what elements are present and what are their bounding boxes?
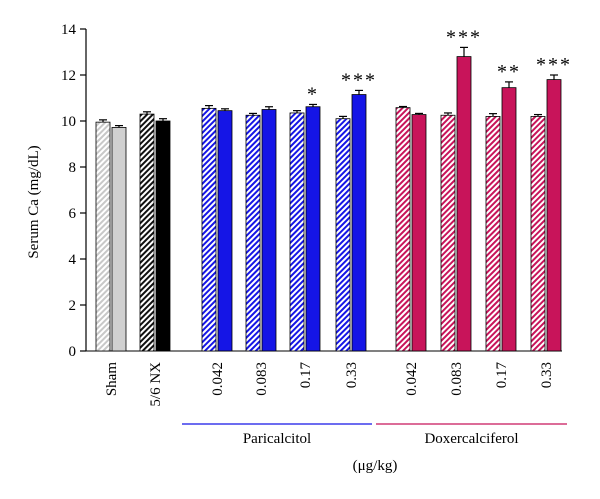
- x-category-label: 0.042: [404, 362, 420, 396]
- bar: [411, 114, 427, 352]
- x-category-label: 0.083: [254, 362, 270, 396]
- y-tick-label: 8: [69, 160, 77, 176]
- bar: [95, 121, 111, 352]
- bar: [530, 116, 546, 352]
- annotations: Sham 5/6 NX 0.042 0.083*0.17***0.33 0.042***…: [104, 26, 572, 447]
- bar: [395, 107, 411, 352]
- y-axis-label: Serum Ca (mg/dL): [26, 145, 42, 258]
- bar: [217, 110, 233, 352]
- bar: [289, 112, 305, 352]
- bar: [245, 114, 261, 352]
- y-tick-label: 4: [69, 252, 77, 268]
- bar: [440, 114, 456, 352]
- y-tick-label: 10: [61, 114, 76, 130]
- x-category-label: 0.33: [344, 362, 360, 388]
- x-category-label: 0.042: [210, 362, 226, 396]
- x-category-label: 0.17: [494, 362, 510, 389]
- bar: [335, 118, 351, 352]
- bar: [351, 94, 367, 352]
- y-tick-label: 14: [61, 22, 77, 38]
- bar: [111, 127, 127, 352]
- bars: [95, 46, 562, 352]
- group-bracket-label: Doxercalciferol: [424, 431, 518, 447]
- bar: [139, 113, 155, 352]
- bar: [501, 87, 517, 352]
- x-category-label: 5/6 NX: [148, 362, 164, 407]
- x-category-label: 0.33: [539, 362, 555, 388]
- bar: [201, 107, 217, 352]
- significance-marker: *: [307, 83, 319, 105]
- bar: [485, 116, 501, 352]
- y-tick-label: 0: [69, 344, 77, 360]
- bar: [456, 56, 472, 352]
- y-tick-label: 2: [69, 298, 77, 314]
- significance-marker: ***: [446, 26, 482, 48]
- x-category-label: 0.17: [298, 362, 314, 389]
- significance-marker: **: [497, 61, 521, 83]
- significance-marker: ***: [536, 54, 572, 76]
- bar: [261, 109, 277, 352]
- y-tick-label: 6: [69, 206, 77, 222]
- group-bracket-label: Paricalcitol: [243, 431, 311, 447]
- y-tick-label: 12: [61, 68, 76, 84]
- bar: [155, 120, 171, 352]
- x-category-label: Sham: [104, 362, 120, 397]
- axes: 0 2 4 6 8 10 12 14: [61, 22, 562, 360]
- x-category-label: 0.083: [449, 362, 465, 396]
- bar: [305, 106, 321, 352]
- significance-marker: ***: [341, 69, 377, 91]
- bar: [546, 79, 562, 352]
- unit-label: (μg/kg): [353, 458, 398, 474]
